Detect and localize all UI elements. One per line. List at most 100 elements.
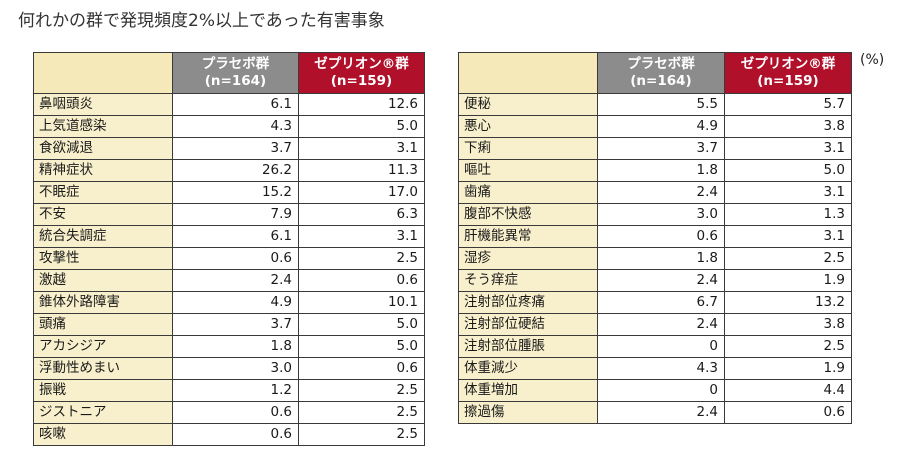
drug-value-cell: 5.7 xyxy=(724,93,852,116)
placebo-value-cell: 1.8 xyxy=(597,159,725,182)
drug-value-cell: 5.0 xyxy=(298,335,425,358)
table-row: 下痢 3.7 3.1 xyxy=(458,137,852,160)
drug-value-cell: 2.5 xyxy=(724,335,852,358)
table-row: 不眠症 15.2 17.0 xyxy=(33,181,425,204)
drug-value-cell: 3.8 xyxy=(724,115,852,138)
event-name-cell: 湿疹 xyxy=(458,247,598,270)
drug-column-n: (n=159) xyxy=(330,73,393,89)
drug-value-cell: 12.6 xyxy=(298,93,425,116)
placebo-value-cell: 4.9 xyxy=(597,115,725,138)
event-name-cell: 精神症状 xyxy=(33,159,173,182)
event-name-cell: 腹部不快感 xyxy=(458,203,598,226)
drug-value-cell: 6.3 xyxy=(298,203,425,226)
event-name-cell: そう痒症 xyxy=(458,269,598,292)
event-name-cell: 擦過傷 xyxy=(458,401,598,424)
placebo-column-n: (n=164) xyxy=(630,73,692,89)
event-name-cell: 注射部位硬結 xyxy=(458,313,598,336)
placebo-value-cell: 2.4 xyxy=(597,181,725,204)
placebo-value-cell: 6.1 xyxy=(172,225,299,248)
event-name-cell: 注射部位腫脹 xyxy=(458,335,598,358)
drug-column-header: ゼプリオン®群 (n=159) xyxy=(724,52,852,94)
table-row: 錐体外路障害 4.9 10.1 xyxy=(33,291,425,314)
placebo-value-cell: 0.6 xyxy=(172,423,299,446)
placebo-value-cell: 1.8 xyxy=(597,247,725,270)
event-name-cell: 体重増加 xyxy=(458,379,598,402)
event-name-cell: 激越 xyxy=(33,269,173,292)
drug-value-cell: 2.5 xyxy=(298,423,425,446)
placebo-value-cell: 0.6 xyxy=(172,247,299,270)
drug-value-cell: 1.9 xyxy=(724,269,852,292)
table-row: 肝機能異常 0.6 3.1 xyxy=(458,225,852,248)
drug-value-cell: 11.3 xyxy=(298,159,425,182)
drug-value-cell: 5.0 xyxy=(724,159,852,182)
page-title: 何れかの群で発現頻度2%以上であった有害事象 xyxy=(18,11,385,31)
drug-value-cell: 0.6 xyxy=(298,357,425,380)
table-row: そう痒症 2.4 1.9 xyxy=(458,269,852,292)
drug-value-cell: 5.0 xyxy=(298,313,425,336)
placebo-value-cell: 3.7 xyxy=(172,137,299,160)
drug-value-cell: 3.1 xyxy=(724,225,852,248)
drug-value-cell: 2.5 xyxy=(298,247,425,270)
placebo-value-cell: 4.3 xyxy=(597,357,725,380)
drug-value-cell: 3.1 xyxy=(298,137,425,160)
placebo-value-cell: 4.9 xyxy=(172,291,299,314)
placebo-value-cell: 1.8 xyxy=(172,335,299,358)
placebo-value-cell: 2.4 xyxy=(597,401,725,424)
event-name-cell: 鼻咽頭炎 xyxy=(33,93,173,116)
event-name-cell: 上気道感染 xyxy=(33,115,173,138)
placebo-value-cell: 2.4 xyxy=(172,269,299,292)
table-row: 湿疹 1.8 2.5 xyxy=(458,247,852,270)
event-name-cell: 振戦 xyxy=(33,379,173,402)
drug-value-cell: 1.9 xyxy=(724,357,852,380)
table-row: 咳嗽 0.6 2.5 xyxy=(33,423,425,446)
event-name-cell: 統合失調症 xyxy=(33,225,173,248)
event-name-cell: 悪心 xyxy=(458,115,598,138)
event-name-cell: 歯痛 xyxy=(458,181,598,204)
placebo-value-cell: 6.7 xyxy=(597,291,725,314)
drug-value-cell: 2.5 xyxy=(298,379,425,402)
table-header-row: プラセボ群 (n=164) ゼプリオン®群 (n=159) xyxy=(458,52,852,94)
placebo-column-header: プラセボ群 (n=164) xyxy=(172,52,299,94)
drug-column-header: ゼプリオン®群 (n=159) xyxy=(298,52,425,94)
event-name-cell: 注射部位疼痛 xyxy=(458,291,598,314)
table-row: 統合失調症 6.1 3.1 xyxy=(33,225,425,248)
placebo-value-cell: 2.4 xyxy=(597,313,725,336)
table-row: 頭痛 3.7 5.0 xyxy=(33,313,425,336)
drug-column-name: ゼプリオン®群 xyxy=(314,56,409,72)
table-row: 注射部位硬結 2.4 3.8 xyxy=(458,313,852,336)
adverse-events-table-right: プラセボ群 (n=164) ゼプリオン®群 (n=159) 便秘 5.5 5.7 悪心… xyxy=(458,52,852,424)
table-row: 嘔吐 1.8 5.0 xyxy=(458,159,852,182)
placebo-value-cell: 3.7 xyxy=(172,313,299,336)
table-row: 攻撃性 0.6 2.5 xyxy=(33,247,425,270)
event-name-cell: 便秘 xyxy=(458,93,598,116)
table-header-row: プラセボ群 (n=164) ゼプリオン®群 (n=159) xyxy=(33,52,425,94)
event-name-cell: 体重減少 xyxy=(458,357,598,380)
table-row: 歯痛 2.4 3.1 xyxy=(458,181,852,204)
table-row: 浮動性めまい 3.0 0.6 xyxy=(33,357,425,380)
table-row: 悪心 4.9 3.8 xyxy=(458,115,852,138)
placebo-value-cell: 26.2 xyxy=(172,159,299,182)
event-name-cell: 浮動性めまい xyxy=(33,357,173,380)
event-name-cell: 咳嗽 xyxy=(33,423,173,446)
placebo-value-cell: 15.2 xyxy=(172,181,299,204)
placebo-value-cell: 3.0 xyxy=(597,203,725,226)
drug-value-cell: 17.0 xyxy=(298,181,425,204)
table-row: 鼻咽頭炎 6.1 12.6 xyxy=(33,93,425,116)
drug-value-cell: 3.1 xyxy=(298,225,425,248)
placebo-column-n: (n=164) xyxy=(204,73,267,89)
placebo-value-cell: 5.5 xyxy=(597,93,725,116)
drug-value-cell: 0.6 xyxy=(724,401,852,424)
unit-label: (%) xyxy=(860,52,885,68)
placebo-value-cell: 0.6 xyxy=(172,401,299,424)
placebo-column-name: プラセボ群 xyxy=(201,56,270,72)
table-row: ジストニア 0.6 2.5 xyxy=(33,401,425,424)
table-row: 振戦 1.2 2.5 xyxy=(33,379,425,402)
table-row: 上気道感染 4.3 5.0 xyxy=(33,115,425,138)
drug-value-cell: 1.3 xyxy=(724,203,852,226)
drug-value-cell: 3.1 xyxy=(724,181,852,204)
placebo-value-cell: 3.0 xyxy=(172,357,299,380)
drug-value-cell: 4.4 xyxy=(724,379,852,402)
drug-value-cell: 10.1 xyxy=(298,291,425,314)
drug-value-cell: 5.0 xyxy=(298,115,425,138)
placebo-value-cell: 2.4 xyxy=(597,269,725,292)
